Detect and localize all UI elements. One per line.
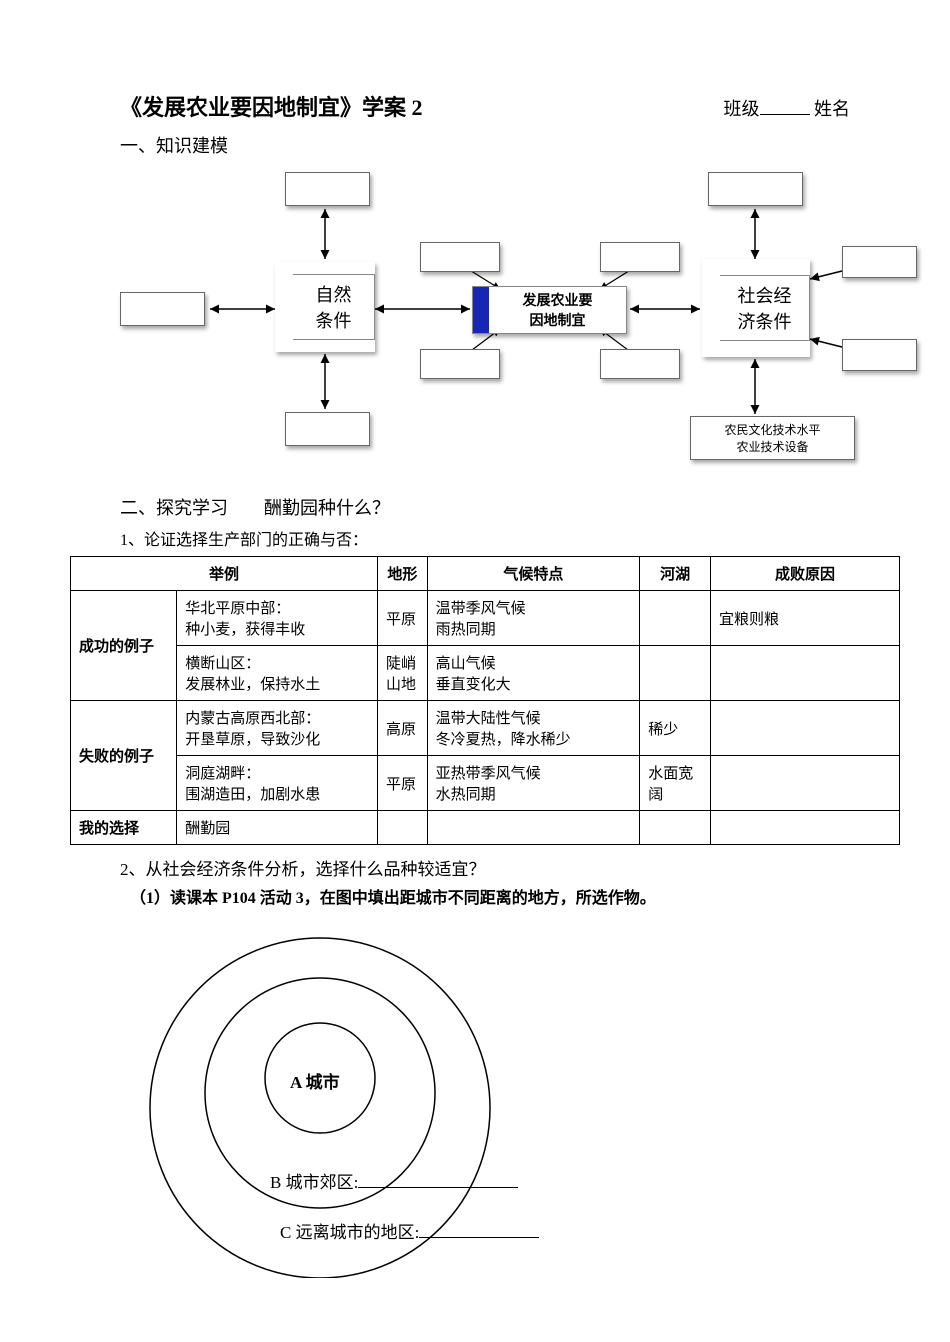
table-row: 失败的例子 内蒙古高原西北部： 开垦草原，导致沙化 高原 温带大陆性气候 冬冷夏… [71,701,900,756]
cell-cl: 温带大陆性气候 冬冷夏热，降水稀少 [427,701,640,756]
label-C: C 远离城市的地区: [280,1223,419,1242]
cell-ex: 横断山区： 发展林业，保持水土 [177,646,378,701]
cell-lk: 水面宽阔 [640,756,711,811]
th-reason: 成败原因 [711,557,900,591]
table-row: 横断山区： 发展林业，保持水土 陡峭山地 高山气候 垂直变化大 [71,646,900,701]
blank-box-top-right[interactable] [708,172,803,206]
cell-lk [640,591,711,646]
section3-sub2: 2、从社会经济条件分析，选择什么品种较适宜？ [120,855,890,880]
section3-instr: （1）读课本 P104 活动 3，在图中填出距城市不同距离的地方，所选作物。 [130,884,890,908]
group-mine: 我的选择 [71,811,177,845]
name-label: 姓名 [814,99,850,119]
socio-economic-box: 社会经 济条件 [702,259,810,357]
blank-box-center-bl[interactable] [420,349,500,379]
center-label: 发展农业要 因地制宜 [489,287,626,333]
blank-B[interactable] [358,1171,518,1188]
class-label: 班级 [724,99,760,119]
right-bottom-box: 农民文化技术水平 农业技术设备 [690,416,855,460]
header-fields: 班级 姓名 [724,95,851,121]
class-blank[interactable] [760,97,810,115]
cell-cl: 温带季风气候 雨热同期 [427,591,640,646]
cell-ex: 华北平原中部： 种小麦，获得丰收 [177,591,378,646]
group-success: 成功的例子 [71,591,177,701]
blank-box-left[interactable] [120,292,205,326]
city-circles-diagram: A 城市 B 城市郊区: C 远离城市的地区: [140,918,560,1278]
th-terrain: 地形 [378,557,428,591]
section1-heading: 一、知识建模 [120,132,890,158]
label-B-row: B 城市郊区: [270,1168,518,1193]
th-example: 举例 [71,557,378,591]
th-climate: 气候特点 [427,557,640,591]
cell-lk: 稀少 [640,701,711,756]
blank-box-bottom-left[interactable] [285,412,370,446]
concept-diagram: 自然 条件 发展农业要 因地制宜 社会经 济条件 农民文化技术水平 农业技术设备 [100,164,920,474]
page-title: 《发展农业要因地制宜》学案 2 [120,90,423,122]
cell-tf: 陡峭山地 [378,646,428,701]
table-row: 我的选择 酬勤园 [71,811,900,845]
cell-ex: 内蒙古高原西北部： 开垦草原，导致沙化 [177,701,378,756]
section2-sub1: 1、论证选择生产部门的正确与否： [120,526,890,550]
blank-box-right-lower[interactable] [842,339,917,371]
table-row: 洞庭湖畔： 围湖造田，加剧水患 平原 亚热带季风气候 水热同期 水面宽阔 [71,756,900,811]
cell-ex: 洞庭湖畔： 围湖造田，加剧水患 [177,756,378,811]
cases-table: 举例 地形 气候特点 河湖 成败原因 成功的例子 华北平原中部： 种小麦，获得丰… [70,556,900,845]
cell-rs[interactable] [711,756,900,811]
cell-rs[interactable] [711,646,900,701]
cell-rs: 宜粮则粮 [711,591,900,646]
cell-tf: 高原 [378,701,428,756]
group-fail: 失败的例子 [71,701,177,811]
title-row: 《发展农业要因地制宜》学案 2 班级 姓名 [60,90,890,122]
cell-cl: 亚热带季风气候 水热同期 [427,756,640,811]
blue-stripe [473,287,489,333]
center-box: 发展农业要 因地制宜 [472,286,627,334]
cell-cl: 高山气候 垂直变化大 [427,646,640,701]
blank-C[interactable] [419,1221,539,1238]
socio-economic-label: 社会经 济条件 [720,275,810,341]
blank-box-right-upper[interactable] [842,246,917,278]
cell-ex: 酬勤园 [177,811,378,845]
cell-cl[interactable] [427,811,640,845]
section2-heading: 二、探究学习 酬勤园种什么？ [120,494,890,520]
blank-box-center-br[interactable] [600,349,680,379]
blank-box-top-left[interactable] [285,172,370,206]
cell-rs[interactable] [711,811,900,845]
natural-conditions-box: 自然 条件 [275,262,375,352]
label-C-row: C 远离城市的地区: [280,1218,539,1243]
label-B: B 城市郊区: [270,1173,358,1192]
blank-box-center-tl[interactable] [420,242,500,272]
cell-tf[interactable] [378,811,428,845]
cell-lk[interactable] [640,811,711,845]
cell-lk [640,646,711,701]
cell-tf: 平原 [378,756,428,811]
label-A: A 城市 [290,1068,340,1093]
table-row: 成功的例子 华北平原中部： 种小麦，获得丰收 平原 温带季风气候 雨热同期 宜粮… [71,591,900,646]
th-lake: 河湖 [640,557,711,591]
cell-rs[interactable] [711,701,900,756]
natural-conditions-label: 自然 条件 [293,274,375,340]
blank-box-center-tr[interactable] [600,242,680,272]
cell-tf: 平原 [378,591,428,646]
